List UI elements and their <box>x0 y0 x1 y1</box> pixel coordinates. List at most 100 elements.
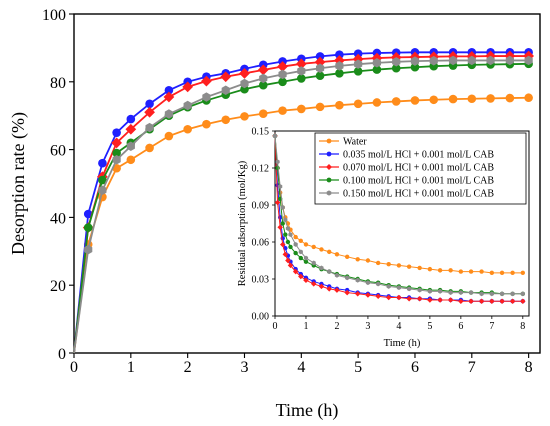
inset-series-0-100-mol-l-hcl-0-001-mol-l-cab-point <box>288 244 293 250</box>
inset-legend-marker <box>326 190 332 196</box>
inset-y-tick-label: 0.00 <box>252 312 270 323</box>
main-series-0-035-mol-l-hcl-0-001-mol-l-cab-point <box>83 209 93 219</box>
main-series-0-150-mol-l-hcl-0-001-mol-l-cab-point <box>145 122 154 133</box>
inset-series-water-point <box>417 265 422 271</box>
main-series-0-150-mol-l-hcl-0-001-mol-l-cab-point <box>126 141 135 151</box>
inset-series-water-point <box>375 260 381 266</box>
main-series-0-150-mol-l-hcl-0-001-mol-l-cab-point <box>84 244 93 255</box>
main-y-axis-title: Desorption rate (%) <box>8 112 29 255</box>
inset-series-0-070-mol-l-hcl-0-001-mol-l-cab-point <box>509 298 516 304</box>
inset-chart: 0 1 2 3 4 5 6 7 8 0.00 0.03 0.06 0.09 0.12 0.15 Time (h… <box>237 127 530 349</box>
main-series-0-150-mol-l-hcl-0-001-mol-l-cab-point <box>112 155 121 165</box>
inset-series-0-070-mol-l-hcl-0-001-mol-l-cab-point <box>406 295 412 302</box>
main-series-water-point <box>202 119 211 129</box>
inset-series-0-070-mol-l-hcl-0-001-mol-l-cab-point <box>458 298 464 304</box>
inset-y-tick-label: 0.12 <box>252 164 270 175</box>
inset-series-0-070-mol-l-hcl-0-001-mol-l-cab-point <box>447 297 454 303</box>
inset-x-tick-label: 2 <box>334 321 339 332</box>
main-series-water-point <box>410 96 420 105</box>
main-series-water-point <box>524 93 533 103</box>
main-series-0-035-mol-l-hcl-0-001-mol-l-cab-point <box>315 52 325 61</box>
inset-series-water-point <box>396 263 402 268</box>
inset-series-water-point <box>293 234 298 240</box>
inset-series-0-150-mol-l-hcl-0-001-mol-l-cab-point <box>520 291 525 297</box>
inset-series-0-150-mol-l-hcl-0-001-mol-l-cab-point <box>407 286 412 292</box>
main-series-0-035-mol-l-hcl-0-001-mol-l-cab-point <box>335 50 344 59</box>
inset-series-water-point <box>499 270 505 276</box>
main-series-0-100-mol-l-hcl-0-001-mol-l-cab-point <box>240 84 249 94</box>
main-series-water-point <box>145 143 154 153</box>
main-series-0-070-mol-l-hcl-0-001-mol-l-cab-point <box>182 81 194 93</box>
inset-legend-label: Water <box>343 137 367 148</box>
inset-series-0-070-mol-l-hcl-0-001-mol-l-cab-point <box>499 298 505 304</box>
main-series-water-point <box>391 97 401 106</box>
main-series-0-070-mol-l-hcl-0-001-mol-l-cab-point <box>125 123 137 135</box>
main-series-0-150-mol-l-hcl-0-001-mol-l-cab-point <box>524 55 533 66</box>
inset-series-0-070-mol-l-hcl-0-001-mol-l-cab-point <box>375 293 381 300</box>
inset-series-water-point <box>327 249 332 255</box>
main-series-0-035-mol-l-hcl-0-001-mol-l-cab-point <box>112 128 121 137</box>
inset-legend-marker <box>326 164 332 170</box>
main-series-0-070-mol-l-hcl-0-001-mol-l-cab-point <box>295 58 307 70</box>
main-series-water-point <box>467 94 477 104</box>
inset-y-tick-label: 0.03 <box>252 275 270 286</box>
main-series-water-point <box>335 100 344 110</box>
main-series-water-point <box>258 109 268 118</box>
inset-series-0-070-mol-l-hcl-0-001-mol-l-cab-point <box>396 294 402 301</box>
inset-series-0-150-mol-l-hcl-0-001-mol-l-cab-point <box>489 291 494 297</box>
main-x-tick-label: 8 <box>525 359 533 376</box>
inset-series-water-point <box>365 258 371 263</box>
inset-x-tick-label: 7 <box>489 321 494 332</box>
inset-legend-label: 0.035 mol/L HCl + 0.001 mol/L CAB <box>343 150 494 161</box>
inset-series-0-150-mol-l-hcl-0-001-mol-l-cab-point <box>293 242 298 247</box>
main-x-tick-label: 5 <box>354 359 362 376</box>
inset-series-0-070-mol-l-hcl-0-001-mol-l-cab-point <box>326 286 332 292</box>
inset-series-0-150-mol-l-hcl-0-001-mol-l-cab-point <box>468 290 474 295</box>
inset-x-tick-label: 8 <box>520 321 525 332</box>
main-series-0-150-mol-l-hcl-0-001-mol-l-cab-point <box>297 66 306 76</box>
main-series-0-150-mol-l-hcl-0-001-mol-l-cab-point <box>467 55 476 66</box>
main-x-tick-label: 6 <box>411 359 419 376</box>
main-x-tick-label: 7 <box>468 359 476 376</box>
inset-y-axis-title: Residual adsorption (mol/Kg) <box>237 160 248 286</box>
inset-series-water-point <box>489 270 495 276</box>
inset-series-0-070-mol-l-hcl-0-001-mol-l-cab-point <box>277 224 283 230</box>
inset-series-0-150-mol-l-hcl-0-001-mol-l-cab-point <box>280 205 285 210</box>
inset-series-water-point <box>303 242 309 247</box>
inset-series-0-070-mol-l-hcl-0-001-mol-l-cab-point <box>285 257 291 264</box>
inset-series-0-150-mol-l-hcl-0-001-mol-l-cab-point <box>278 184 283 189</box>
inset-series-0-150-mol-l-hcl-0-001-mol-l-cab-point <box>510 291 515 297</box>
inset-series-0-150-mol-l-hcl-0-001-mol-l-cab-point <box>311 260 316 266</box>
main-series-0-100-mol-l-hcl-0-001-mol-l-cab-point <box>353 66 363 76</box>
inset-y-tick-label: 0.09 <box>252 201 270 212</box>
inset-series-0-070-mol-l-hcl-0-001-mol-l-cab-point <box>298 273 304 280</box>
inset-series-water-point <box>311 244 316 250</box>
main-series-0-150-mol-l-hcl-0-001-mol-l-cab-point <box>259 73 268 84</box>
main-series-water-point <box>353 99 363 109</box>
main-series-0-100-mol-l-hcl-0-001-mol-l-cab-point <box>278 77 287 87</box>
main-x-tick-label: 2 <box>184 359 192 376</box>
inset-plot-frame <box>274 130 530 317</box>
inset-series-water-point <box>355 257 360 262</box>
inset-legend-label: 0.150 mol/L HCl + 0.001 mol/L CAB <box>343 189 494 200</box>
main-series-water-point <box>429 95 439 105</box>
inset-series-0-150-mol-l-hcl-0-001-mol-l-cab-point <box>396 285 401 291</box>
inset-series-water-point <box>437 268 443 273</box>
inset-x-tick-label: 4 <box>396 321 401 332</box>
main-series-0-150-mol-l-hcl-0-001-mol-l-cab-point <box>486 55 495 66</box>
inset-series-0-150-mol-l-hcl-0-001-mol-l-cab-point <box>319 265 324 271</box>
main-series-0-150-mol-l-hcl-0-001-mol-l-cab-point <box>98 185 107 196</box>
inset-y-tick-label: 0.15 <box>252 127 270 138</box>
main-series-water-point <box>278 106 287 115</box>
inset-legend: Water 0.035 mol/L HCl + 0.001 mol/L CAB 0.… <box>314 132 527 205</box>
main-x-tick-label: 0 <box>70 359 78 376</box>
main-series-0-070-mol-l-hcl-0-001-mol-l-cab-point <box>314 56 326 68</box>
main-series-0-070-mol-l-hcl-0-001-mol-l-cab-point <box>144 106 155 118</box>
inset-series-0-150-mol-l-hcl-0-001-mol-l-cab-point <box>275 159 280 165</box>
inset-series-water-point <box>427 266 433 272</box>
main-series-water-point <box>126 155 136 165</box>
main-series-0-150-mol-l-hcl-0-001-mol-l-cab-point <box>354 59 363 69</box>
inset-series-0-100-mol-l-hcl-0-001-mol-l-cab-point <box>303 259 309 264</box>
inset-legend-box <box>314 132 527 205</box>
